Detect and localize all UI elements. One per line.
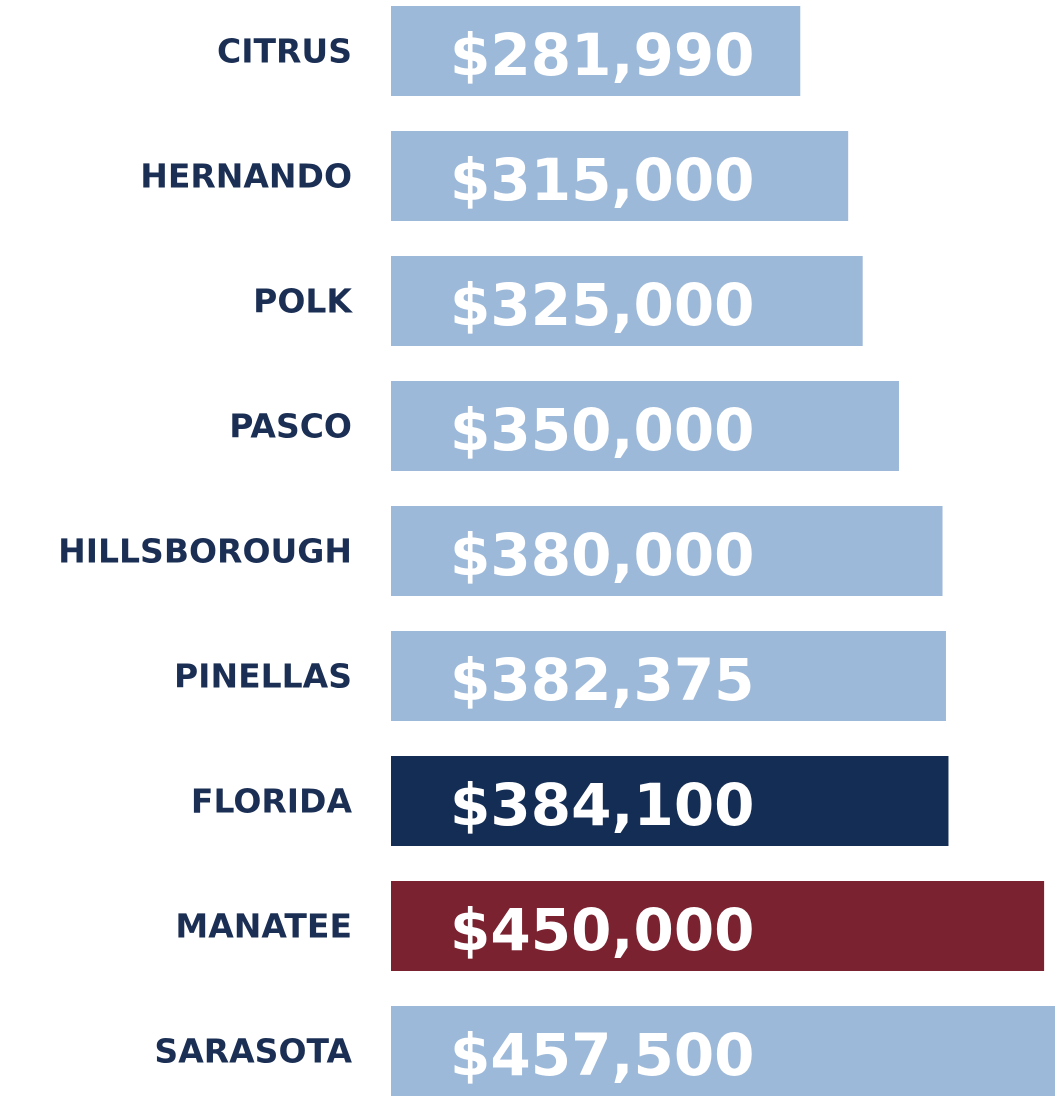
value-label: $315,000 [450,146,755,214]
bar [391,756,949,846]
value-label: $450,000 [450,896,755,964]
category-label: PINELLAS [174,657,352,696]
value-label: $281,990 [450,21,755,89]
bar [391,256,863,346]
value-label: $350,000 [450,396,755,464]
value-label: $325,000 [450,271,755,339]
bar [391,381,899,471]
category-label: POLK [253,282,353,321]
bar [391,881,1045,971]
category-label: MANATEE [175,907,352,946]
value-label: $384,100 [450,771,755,839]
category-label: PASCO [229,407,352,446]
value-label: $457,500 [450,1021,755,1089]
bar [391,506,943,596]
category-label: HERNANDO [140,157,352,196]
value-label: $382,375 [450,646,755,714]
category-label: FLORIDA [191,782,353,821]
category-label: SARASOTA [154,1032,352,1071]
category-label: HILLSBOROUGH [58,532,352,571]
bar [391,631,946,721]
category-label: CITRUS [217,32,352,71]
bar [391,131,849,221]
bar [391,6,801,96]
bar [391,1006,1055,1096]
value-label: $380,000 [450,521,755,589]
